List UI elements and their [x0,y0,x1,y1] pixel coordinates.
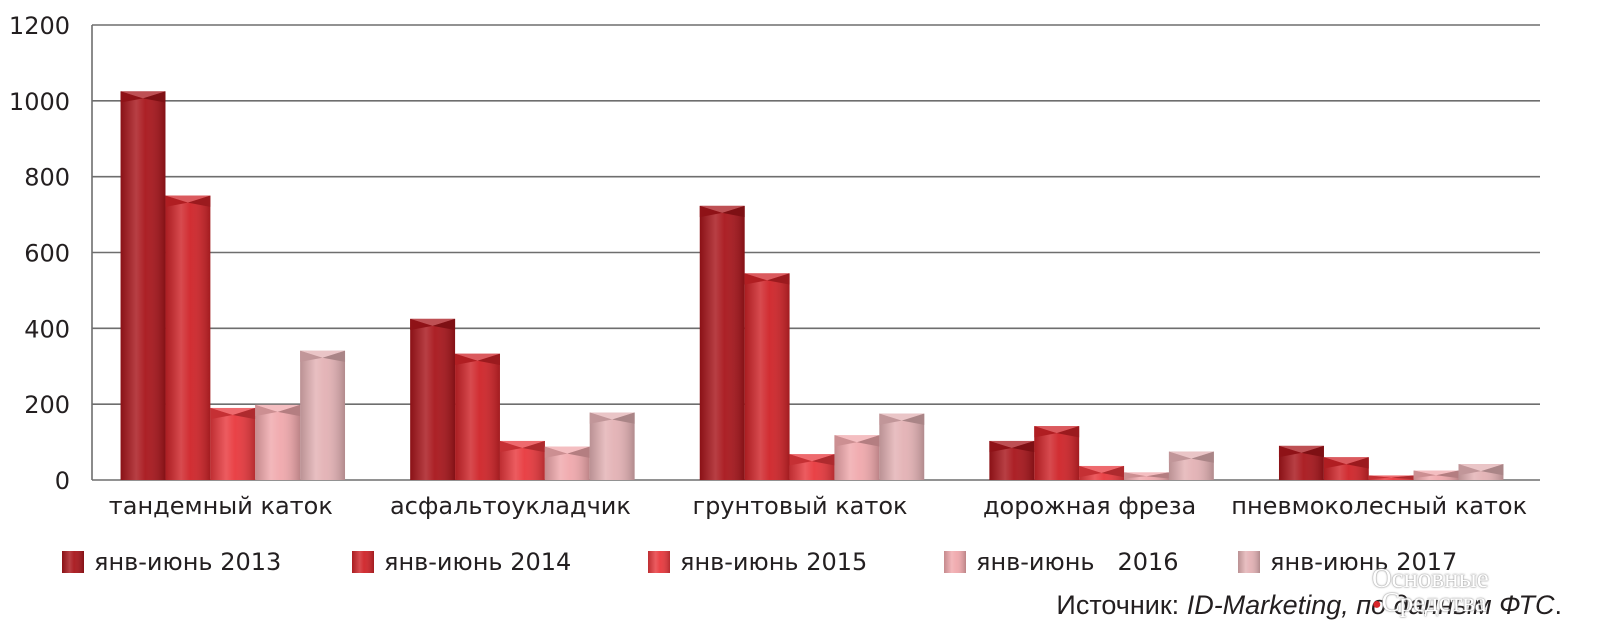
source-name: ID-Marketing, по данным ФТС [1186,590,1555,620]
bar [699,205,745,481]
bar [789,454,835,480]
bar [1124,472,1169,480]
bar [165,195,211,480]
legend-item: янв-июнь 2013 [62,548,281,576]
bar [1079,465,1125,480]
bar [410,318,456,480]
bar [589,412,635,480]
legend-item: янв-июнь 2016 [944,548,1179,576]
source-suffix: . [1554,590,1562,620]
x-tick-label: грунтовый каток [692,492,907,520]
watermark-line-1: Основные [1372,563,1489,593]
bar [1368,475,1414,480]
bar [255,404,301,480]
watermark-line-2: Средства [1381,587,1487,617]
legend-label: янв-июнь 2017 [1270,548,1457,576]
y-tick-label: 1000 [9,88,70,116]
bar [1278,445,1324,480]
legend-item: янв-июнь 2014 [352,548,571,576]
bar [455,353,500,480]
bar [1413,470,1459,480]
bar [499,440,545,480]
x-tick-label: асфальтоукладчик [390,492,631,520]
x-tick-label: пневмоколесный каток [1231,492,1527,520]
legend-label: янв-июнь 2014 [384,548,571,576]
legend: янв-июнь 2013 янв-июнь 2014 янв-июнь 2015 я… [62,548,1457,576]
y-tick-label: 0 [55,467,70,495]
y-tick-label: 400 [24,315,70,343]
legend-item: янв-июнь 2017 [1238,548,1457,576]
source-prefix: Источник: [1056,590,1187,620]
bar [879,413,925,480]
legend-item: янв-июнь 2015 [648,548,867,576]
source-note: Источник: ID-Marketing, по данным ФТС. [1056,590,1562,621]
legend-label: янв-июнь 2016 [976,548,1179,576]
bar [300,350,346,480]
bar [1323,457,1369,480]
bar [989,440,1035,480]
legend-label: янв-июнь 2015 [680,548,867,576]
bars [120,91,1504,481]
watermark-logo: Основные ●Средства [1372,563,1489,617]
y-tick-label: 1200 [9,12,70,40]
x-tick-label: дорожная фреза [983,492,1196,520]
y-tick-label: 600 [24,240,70,268]
bar [210,407,256,480]
watermark-dot-icon: ● [1372,595,1382,613]
y-axis: 0 200 400 600 800 1000 1200 [9,12,93,495]
y-tick-label: 800 [24,164,70,192]
bar [834,435,880,480]
x-axis-labels: тандемный каток асфальтоукладчик грунтовый… [109,492,1527,520]
bar [744,273,790,480]
bar [1458,464,1504,480]
bar [120,91,166,481]
bar [1168,451,1214,480]
legend-label: янв-июнь 2013 [94,548,281,576]
x-tick-label: тандемный каток [109,492,333,520]
bar [544,446,590,480]
bar [1034,426,1080,480]
y-tick-label: 200 [24,391,70,419]
